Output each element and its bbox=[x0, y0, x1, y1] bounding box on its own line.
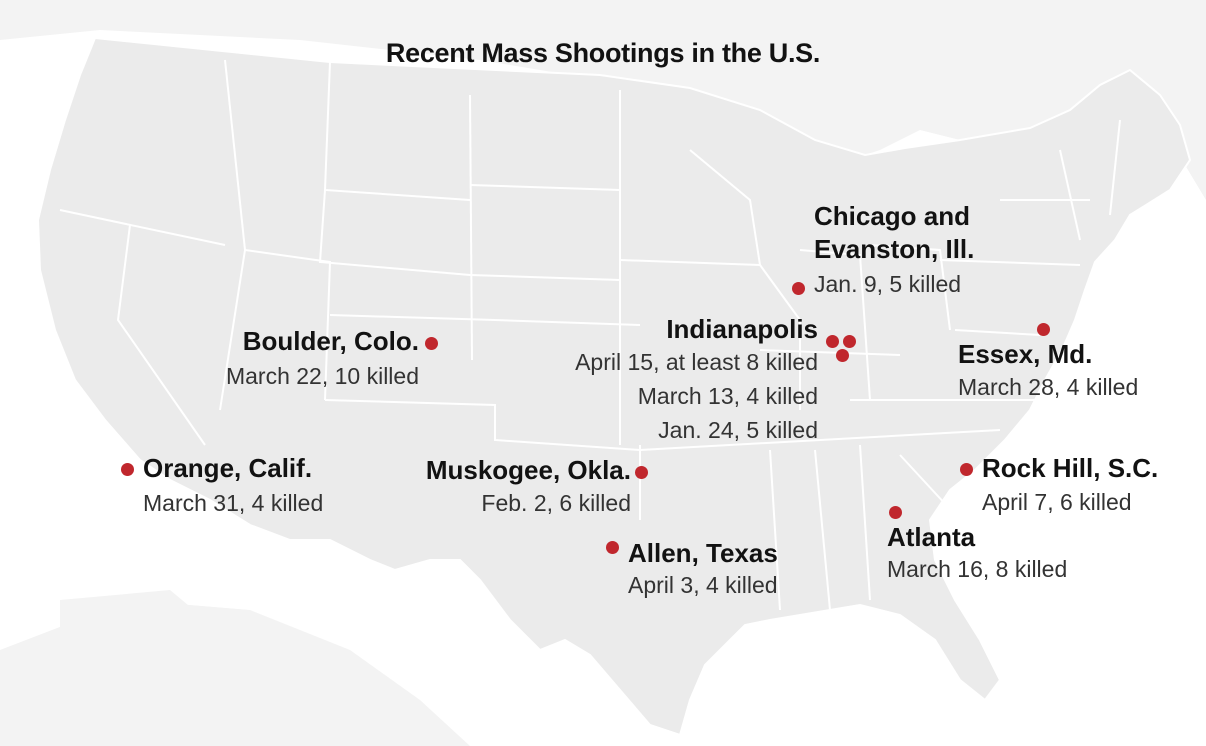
label-indianapolis: Indianapolis bbox=[666, 314, 818, 344]
label-essex: Essex, Md. bbox=[958, 339, 1093, 369]
marker-essex bbox=[1036, 322, 1050, 336]
detail-indianapolis-3: Jan. 24, 5 killed bbox=[658, 417, 818, 443]
marker-orange bbox=[120, 462, 134, 476]
label-chicago-line1: Chicago and bbox=[814, 201, 971, 231]
marker-muskogee bbox=[634, 465, 648, 479]
hawaii-land bbox=[310, 690, 360, 730]
marker-chicago bbox=[791, 281, 805, 295]
marker-indianapolis-3 bbox=[835, 348, 849, 362]
label-orange: Orange, Calif. bbox=[143, 453, 313, 483]
detail-chicago: Jan. 9, 5 killed bbox=[814, 271, 962, 297]
alaska-land bbox=[60, 590, 230, 700]
detail-atlanta: March 16, 8 killed bbox=[887, 556, 1068, 582]
marker-boulder bbox=[424, 336, 438, 350]
detail-allen: April 3, 4 killed bbox=[628, 572, 778, 598]
map-title: Recent Mass Shootings in the U.S. bbox=[385, 38, 821, 68]
label-muskogee: Muskogee, Okla. bbox=[425, 455, 631, 485]
marker-indianapolis-2 bbox=[842, 334, 856, 348]
state-borders bbox=[59, 59, 1121, 611]
marker-allen bbox=[605, 540, 619, 554]
detail-orange: March 31, 4 killed bbox=[143, 490, 324, 516]
label-atlanta: Atlanta bbox=[887, 522, 976, 552]
marker-indianapolis-1 bbox=[825, 334, 839, 348]
detail-muskogee: Feb. 2, 6 killed bbox=[481, 490, 631, 516]
label-chicago-line2: Evanston, Ill. bbox=[814, 234, 975, 264]
detail-essex: March 28, 4 killed bbox=[958, 374, 1139, 400]
us-land bbox=[36, 36, 1192, 737]
detail-rockhill: April 7, 6 killed bbox=[982, 489, 1132, 515]
detail-boulder: March 22, 10 killed bbox=[225, 363, 419, 389]
marker-rockhill bbox=[959, 462, 973, 476]
label-allen: Allen, Texas bbox=[628, 538, 778, 568]
detail-indianapolis-2: March 13, 4 killed bbox=[637, 383, 818, 409]
label-boulder: Boulder, Colo. bbox=[242, 326, 419, 356]
marker-atlanta bbox=[888, 505, 902, 519]
label-rockhill: Rock Hill, S.C. bbox=[982, 453, 1159, 483]
detail-indianapolis-1: April 15, at least 8 killed bbox=[575, 349, 818, 375]
